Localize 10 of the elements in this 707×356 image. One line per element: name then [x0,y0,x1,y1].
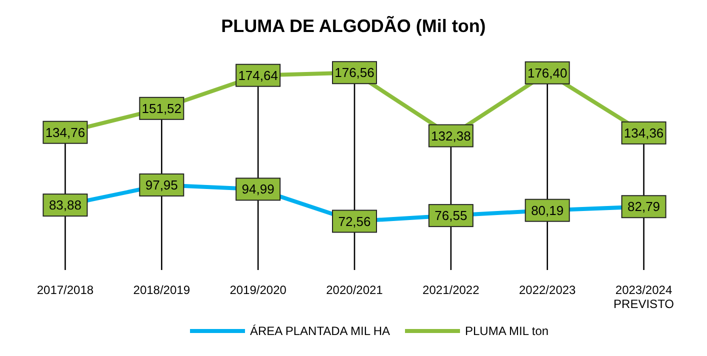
legend-label: PLUMA MIL ton [465,324,549,338]
x-tick-label: 2017/2018 [36,283,94,297]
chart-title: PLUMA DE ALGODÃO (Mil ton) [221,15,486,36]
x-tick-label: 2022/2023 [518,283,576,297]
x-tick-label: 2020/2021 [326,283,384,297]
legend-label: ÁREA PLANTADA MIL HA [250,324,390,338]
x-tick-label: 2019/2020 [230,283,287,297]
x-tick-label: 2021/2022 [422,283,480,297]
x-tick-label: 2018/2019 [133,283,190,297]
x-tick-label: 2023/2024 PREVISTO [614,283,674,311]
